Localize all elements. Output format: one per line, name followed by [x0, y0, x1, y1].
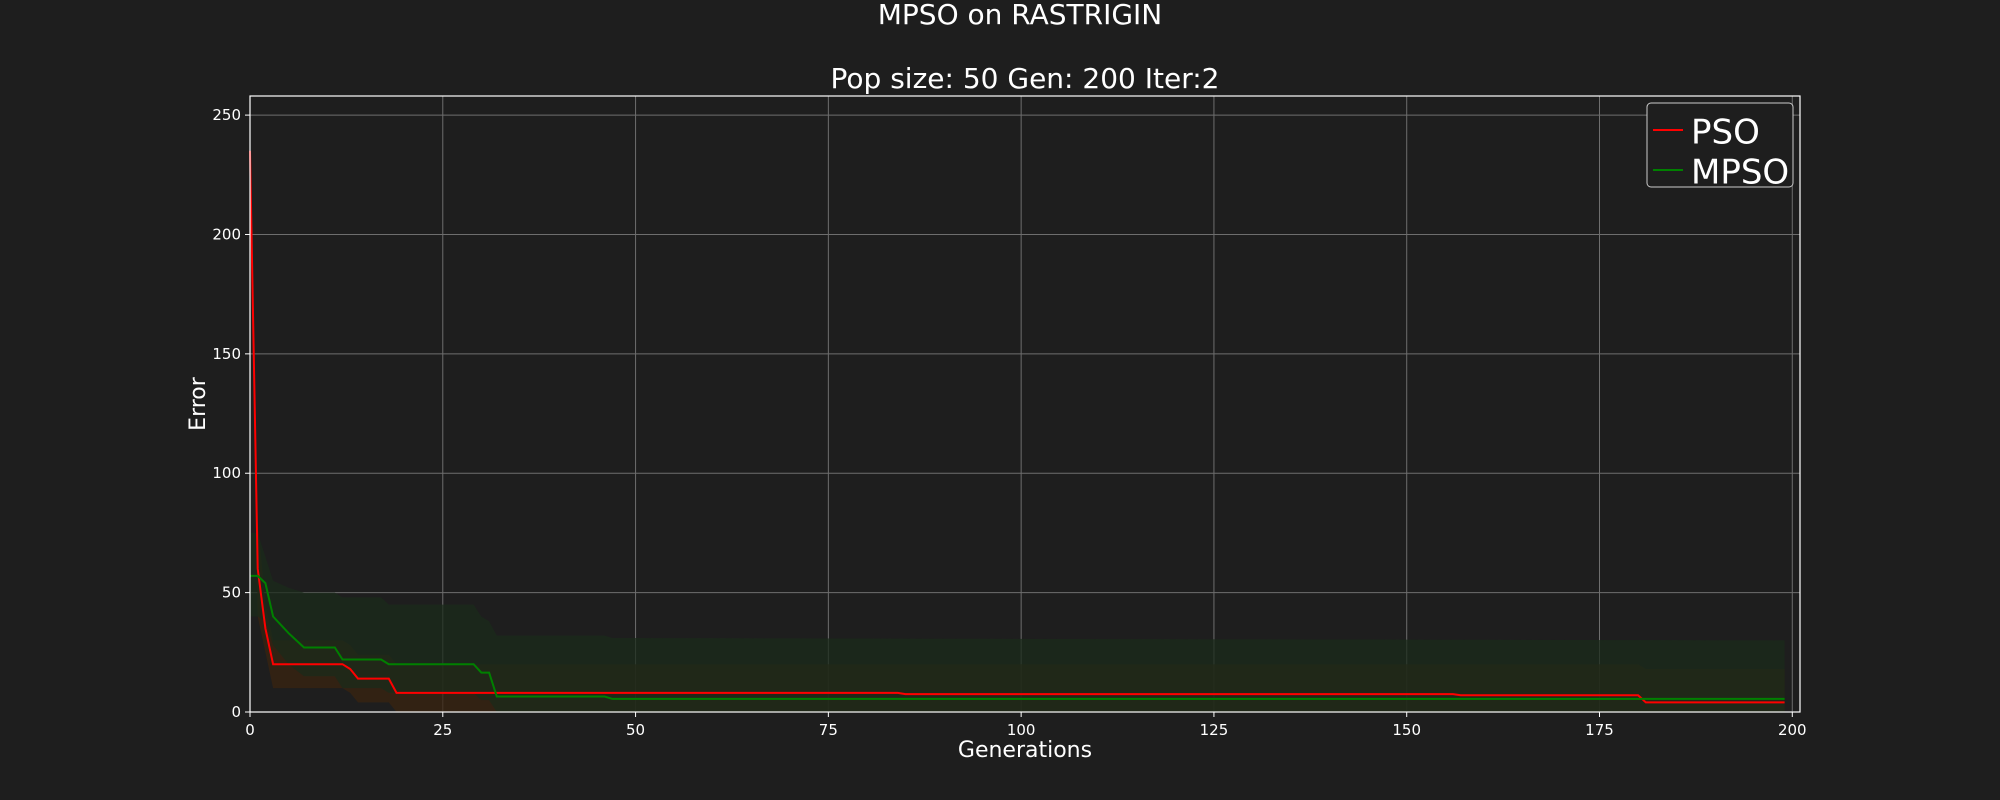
- x-tick-label: 25: [433, 721, 452, 739]
- x-tick-label: 100: [1007, 721, 1036, 739]
- y-tick-label: 100: [212, 464, 241, 482]
- legend: PSO MPSO: [1646, 102, 1794, 193]
- plot-frame: [249, 95, 1801, 713]
- x-tick-label: 150: [1392, 721, 1421, 739]
- axis-ticks: 0 25 50 75 100 125 150 175 200 0 50 100 150 200 250: [212, 106, 1806, 739]
- y-tick-label: 0: [231, 703, 241, 721]
- y-axis-label: Error: [186, 376, 211, 431]
- y-tick-label: 200: [212, 225, 241, 243]
- x-tick-label: 125: [1200, 721, 1229, 739]
- legend-pso-label: PSO: [1691, 113, 1760, 153]
- x-tick-label: 175: [1585, 721, 1614, 739]
- y-tick-label: 50: [222, 584, 241, 602]
- legend-box: [1646, 102, 1794, 188]
- x-axis-label: Generations: [958, 738, 1092, 763]
- line-pso: [249, 150, 1785, 704]
- y-tick-label: 250: [212, 106, 241, 124]
- chart-subtitle: Pop size: 50 Gen: 200 Iter:2: [831, 62, 1220, 95]
- chart-title: MPSO on RASTRIGIN: [878, 0, 1163, 31]
- x-tick-label: 200: [1778, 721, 1807, 739]
- band-mpso: [250, 532, 1785, 712]
- confidence-bands: [250, 139, 1785, 712]
- series-lines: [249, 150, 1785, 704]
- x-tick-label: 75: [819, 721, 838, 739]
- x-tick-label: 0: [245, 721, 255, 739]
- line-mpso: [250, 574, 1785, 700]
- legend-mpso-label: MPSO: [1691, 153, 1789, 193]
- y-tick-label: 150: [212, 345, 241, 363]
- x-tick-label: 50: [626, 721, 645, 739]
